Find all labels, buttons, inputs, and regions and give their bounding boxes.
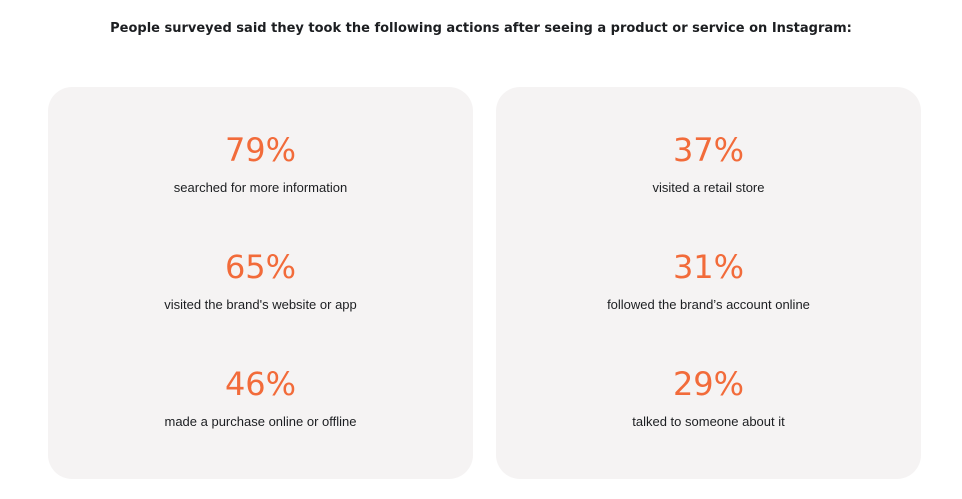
stat-label: searched for more information <box>173 180 348 195</box>
stat-label: followed the brand’s account online <box>607 297 810 312</box>
stat-label: made a purchase online or offline <box>164 414 357 429</box>
stat-value: 29% <box>672 365 745 403</box>
stat-value: 31% <box>672 248 745 286</box>
stat-item: 29% talked to someone about it <box>496 366 921 430</box>
stats-card-left: 79% searched for more information 65% vi… <box>48 87 473 479</box>
stat-item: 65% visited the brand's website or app <box>48 249 473 313</box>
stat-item: 46% made a purchase online or offline <box>48 366 473 430</box>
stats-card-right: 37% visited a retail store 31% followed … <box>496 87 921 479</box>
stat-label: visited the brand's website or app <box>164 297 357 312</box>
stat-value: 37% <box>672 131 745 169</box>
page-heading: People surveyed said they took the follo… <box>110 21 852 36</box>
stat-item: 31% followed the brand’s account online <box>496 249 921 313</box>
stat-label: visited a retail store <box>652 180 765 195</box>
stat-label: talked to someone about it <box>632 414 785 429</box>
stat-value: 46% <box>224 365 297 403</box>
stat-item: 79% searched for more information <box>48 132 473 196</box>
stat-item: 37% visited a retail store <box>496 132 921 196</box>
stat-value: 79% <box>224 131 297 169</box>
stat-value: 65% <box>224 248 297 286</box>
